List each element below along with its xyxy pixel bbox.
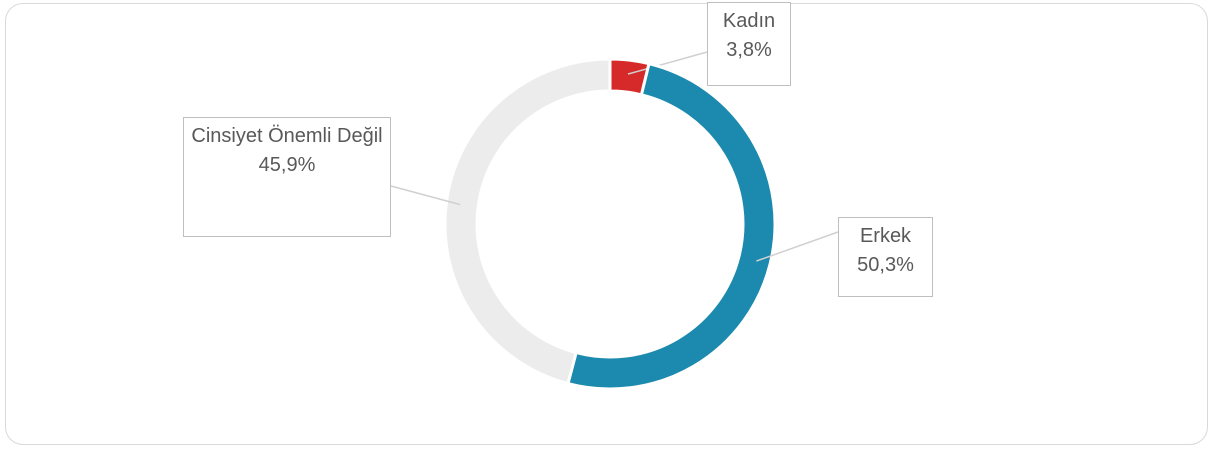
- data-label-value: 3,8%: [726, 39, 772, 61]
- donut-slice: [566, 61, 777, 391]
- leader-line: [756, 231, 839, 262]
- data-label: Erkek 50,3%: [838, 217, 933, 297]
- data-label-category: Cinsiyet Önemli Değil: [191, 125, 383, 147]
- data-label: Kadın 3,8%: [707, 2, 791, 86]
- leader-line: [627, 51, 708, 75]
- leader-line: [390, 185, 461, 206]
- chart-frame: [5, 3, 1208, 445]
- data-label-category: Erkek: [859, 225, 912, 247]
- data-label: Cinsiyet Önemli Değil 45,9%: [183, 117, 391, 237]
- donut-slice: [443, 57, 612, 386]
- data-label-value: 45,9%: [258, 154, 316, 176]
- data-label-category: Kadın: [722, 10, 776, 32]
- data-label-value: 50,3%: [857, 254, 914, 276]
